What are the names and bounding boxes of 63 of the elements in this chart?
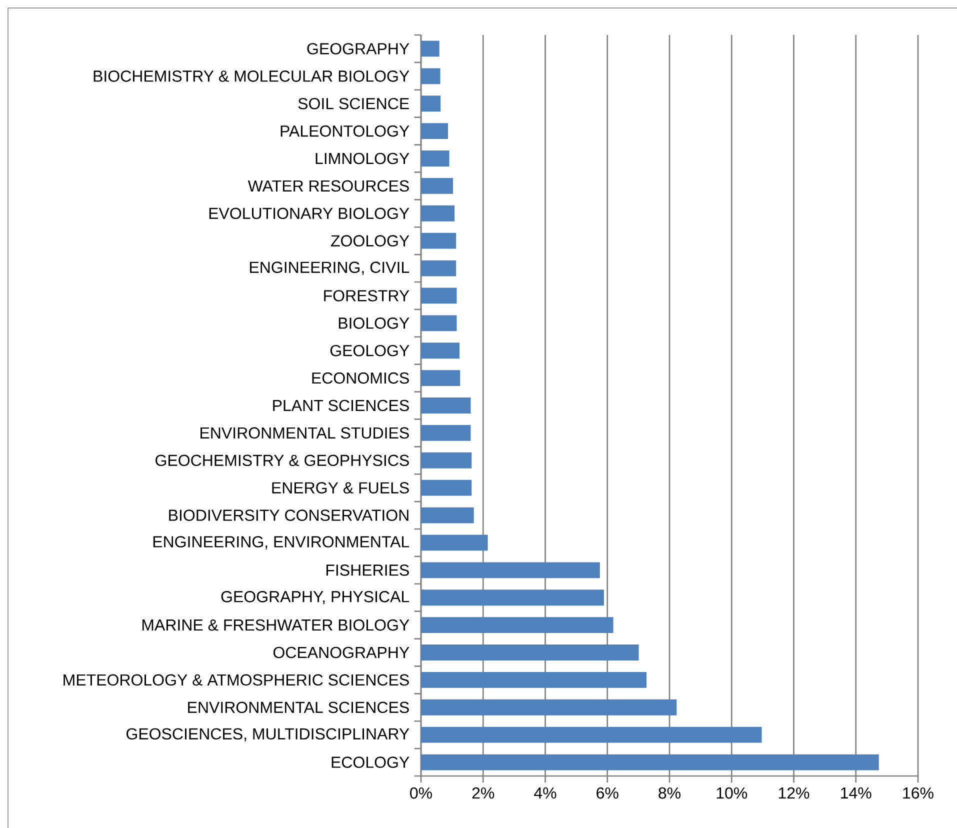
bar — [421, 754, 879, 770]
bar — [421, 178, 453, 194]
bar — [421, 315, 457, 332]
bar — [421, 40, 440, 57]
x-tick-label: 6% — [596, 787, 618, 799]
y-tick-label: ENVIRONMENTAL SCIENCES — [188, 702, 409, 714]
y-tick-label: ENGINEERING, ENVIRONMENTAL — [153, 536, 410, 550]
bar — [421, 507, 474, 524]
bar — [421, 260, 456, 276]
y-tick-label: ECONOMICS — [312, 372, 409, 384]
bar — [421, 205, 455, 222]
bar — [421, 644, 639, 660]
y-tick-label: BIOCHEMISTRY & MOLECULAR BIOLOGY — [94, 70, 410, 82]
y-tick-label: WATER RESOURCES — [248, 180, 409, 192]
x-tick-label: 2% — [472, 787, 494, 799]
bar — [421, 534, 488, 551]
bar — [421, 617, 614, 634]
bar — [421, 424, 471, 441]
bar — [421, 699, 677, 716]
bar — [421, 398, 471, 414]
x-tick-label: 8% — [658, 787, 680, 799]
y-tick-label: ECOLOGY — [332, 756, 410, 768]
y-tick-label: ENGINEERING, CIVIL — [250, 262, 410, 275]
bar — [421, 370, 460, 386]
y-tick-label: ENERGY & FUELS — [272, 482, 409, 494]
y-tick-label: LIMNOLOGY — [316, 152, 410, 164]
y-tick-label: MARINE & FRESHWATER BIOLOGY — [142, 619, 410, 631]
x-tick-label: 0% — [410, 787, 432, 799]
bar — [421, 288, 457, 304]
y-tick-label: GEOCHEMISTRY & GEOPHYSICS — [156, 454, 409, 466]
bar — [421, 452, 472, 468]
bar — [421, 590, 604, 606]
bar — [421, 672, 647, 688]
y-tick-label: BIOLOGY — [338, 318, 410, 329]
y-tick-label: ZOOLOGY — [331, 235, 410, 246]
bar — [421, 96, 441, 112]
y-tick-label: SOIL SCIENCE — [298, 98, 409, 110]
y-tick-label: GEOGRAPHY — [307, 43, 410, 54]
y-tick-label: PALEONTOLOGY — [280, 125, 410, 137]
bar — [421, 68, 440, 84]
bar — [421, 726, 762, 743]
y-tick-label: FORESTRY — [324, 290, 410, 302]
y-tick-label: PLANT SCIENCES — [273, 400, 409, 412]
y-tick-label: GEOLOGY — [330, 344, 410, 356]
y-tick-label: EVOLUTIONARY BIOLOGY — [209, 208, 410, 220]
y-tick-label: GEOSCIENCES, MULTIDISCIPLINARY — [126, 728, 410, 742]
bar — [421, 150, 450, 166]
y-tick-label: FISHERIES — [326, 564, 409, 576]
bar — [421, 232, 456, 249]
y-tick-label: GEOGRAPHY, PHYSICAL — [221, 591, 410, 604]
bar — [421, 562, 600, 578]
x-tick-label: 12% — [778, 787, 810, 799]
bar — [421, 123, 448, 140]
x-tick-label: 10% — [716, 787, 748, 799]
x-tick-label: 4% — [534, 787, 556, 799]
bar — [421, 342, 460, 359]
y-tick-label: ENVIRONMENTAL STUDIES — [200, 427, 409, 439]
x-tick-label: 14% — [841, 787, 872, 799]
bar — [421, 480, 472, 496]
y-tick-label: OCEANOGRAPHY — [273, 646, 410, 658]
y-tick-label: BIODIVERSITY CONSERVATION — [169, 510, 408, 521]
y-tick-label: METEOROLOGY & ATMOSPHERIC SCIENCES — [64, 674, 409, 686]
x-tick-label: 16% — [903, 787, 934, 799]
